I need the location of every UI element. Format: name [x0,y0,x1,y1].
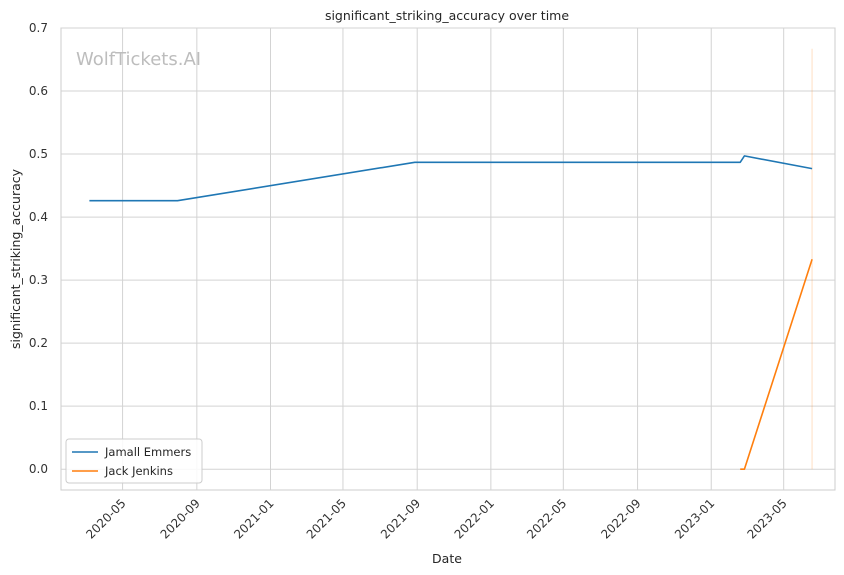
series-lines [89,155,813,471]
legend: Jamall Emmers Jack Jenkins [65,438,203,484]
legend-label-jamall-emmers: Jamall Emmers [104,445,191,459]
x-gridlines [122,28,785,490]
y-tick-label: 0.3 [29,273,48,287]
legend-frame [65,438,203,484]
y-tick-label: 0.0 [29,462,48,476]
y-tick-label: 0.2 [29,336,48,350]
y-tick-label: 0.1 [29,399,48,413]
y-tick-label: 0.5 [29,147,48,161]
y-axis-label: significant_striking_accuracy [8,168,23,349]
chart-title: significant_striking_accuracy over time [325,8,569,23]
legend-label-jack-jenkins: Jack Jenkins [104,464,173,478]
y-axis-ticks: 0.0 0.1 0.2 0.3 0.4 0.5 0.6 0.7 [29,21,48,476]
y-tick-label: 0.4 [29,210,48,224]
plot-area [60,27,836,491]
series-line-jack-jenkins [740,259,813,471]
x-axis-label: Date [432,551,462,566]
watermark: WolfTickets.AI [76,49,201,70]
series-line-jamall-emmers [89,155,813,202]
y-tick-label: 0.6 [29,84,48,98]
y-tick-label: 0.7 [29,21,48,35]
